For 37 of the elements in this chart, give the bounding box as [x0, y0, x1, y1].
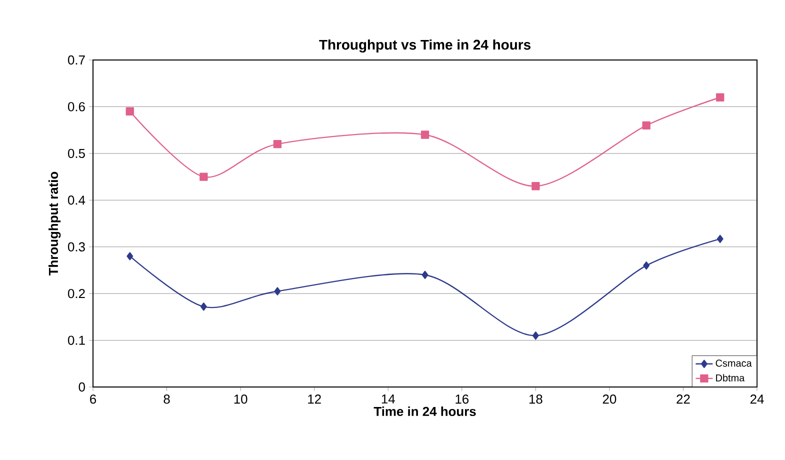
point: [532, 182, 540, 190]
y-tick-label: 0.1: [68, 336, 85, 345]
chart-title: Throughput vs Time in 24 hours: [319, 39, 530, 52]
x-tick-label: 18: [529, 394, 542, 404]
point: [200, 172, 208, 181]
x-tick-label: 6: [90, 394, 96, 404]
y-tick-label: 0.4: [68, 196, 86, 205]
y-tick-label: 0: [78, 382, 85, 392]
x-tick-label: 14: [382, 394, 395, 404]
point: [274, 287, 281, 296]
y-tick-label: 0.7: [68, 55, 85, 65]
point: [200, 302, 207, 311]
x-tick-label: 22: [676, 394, 690, 404]
x-tick-label: 8: [164, 394, 170, 404]
point: [642, 121, 650, 130]
x-tick-label: 24: [750, 394, 764, 404]
y-axis-title: Throughput ratio: [48, 172, 61, 276]
point: [126, 107, 134, 116]
legend-label: Dbtma: [716, 374, 745, 382]
x-tick-label: 16: [456, 394, 469, 404]
point: [273, 140, 282, 148]
y-tick-label: 0.3: [68, 242, 85, 252]
x-tick-label: 10: [234, 394, 248, 404]
point: [716, 234, 724, 243]
point: [716, 93, 724, 102]
x-axis-title: Time in 24 hours: [374, 406, 476, 416]
x-tick-label: 12: [308, 394, 321, 404]
y-tick-label: 0.6: [68, 102, 85, 112]
y-tick-label: 0.2: [68, 288, 85, 298]
point: [532, 332, 539, 340]
point: [420, 130, 430, 139]
legend-label: Csmaca: [716, 360, 752, 367]
point: [422, 270, 428, 279]
point: [643, 261, 650, 270]
x-tick-label: 20: [602, 394, 616, 404]
point: [126, 252, 134, 260]
y-tick-label: 0.5: [68, 148, 85, 158]
